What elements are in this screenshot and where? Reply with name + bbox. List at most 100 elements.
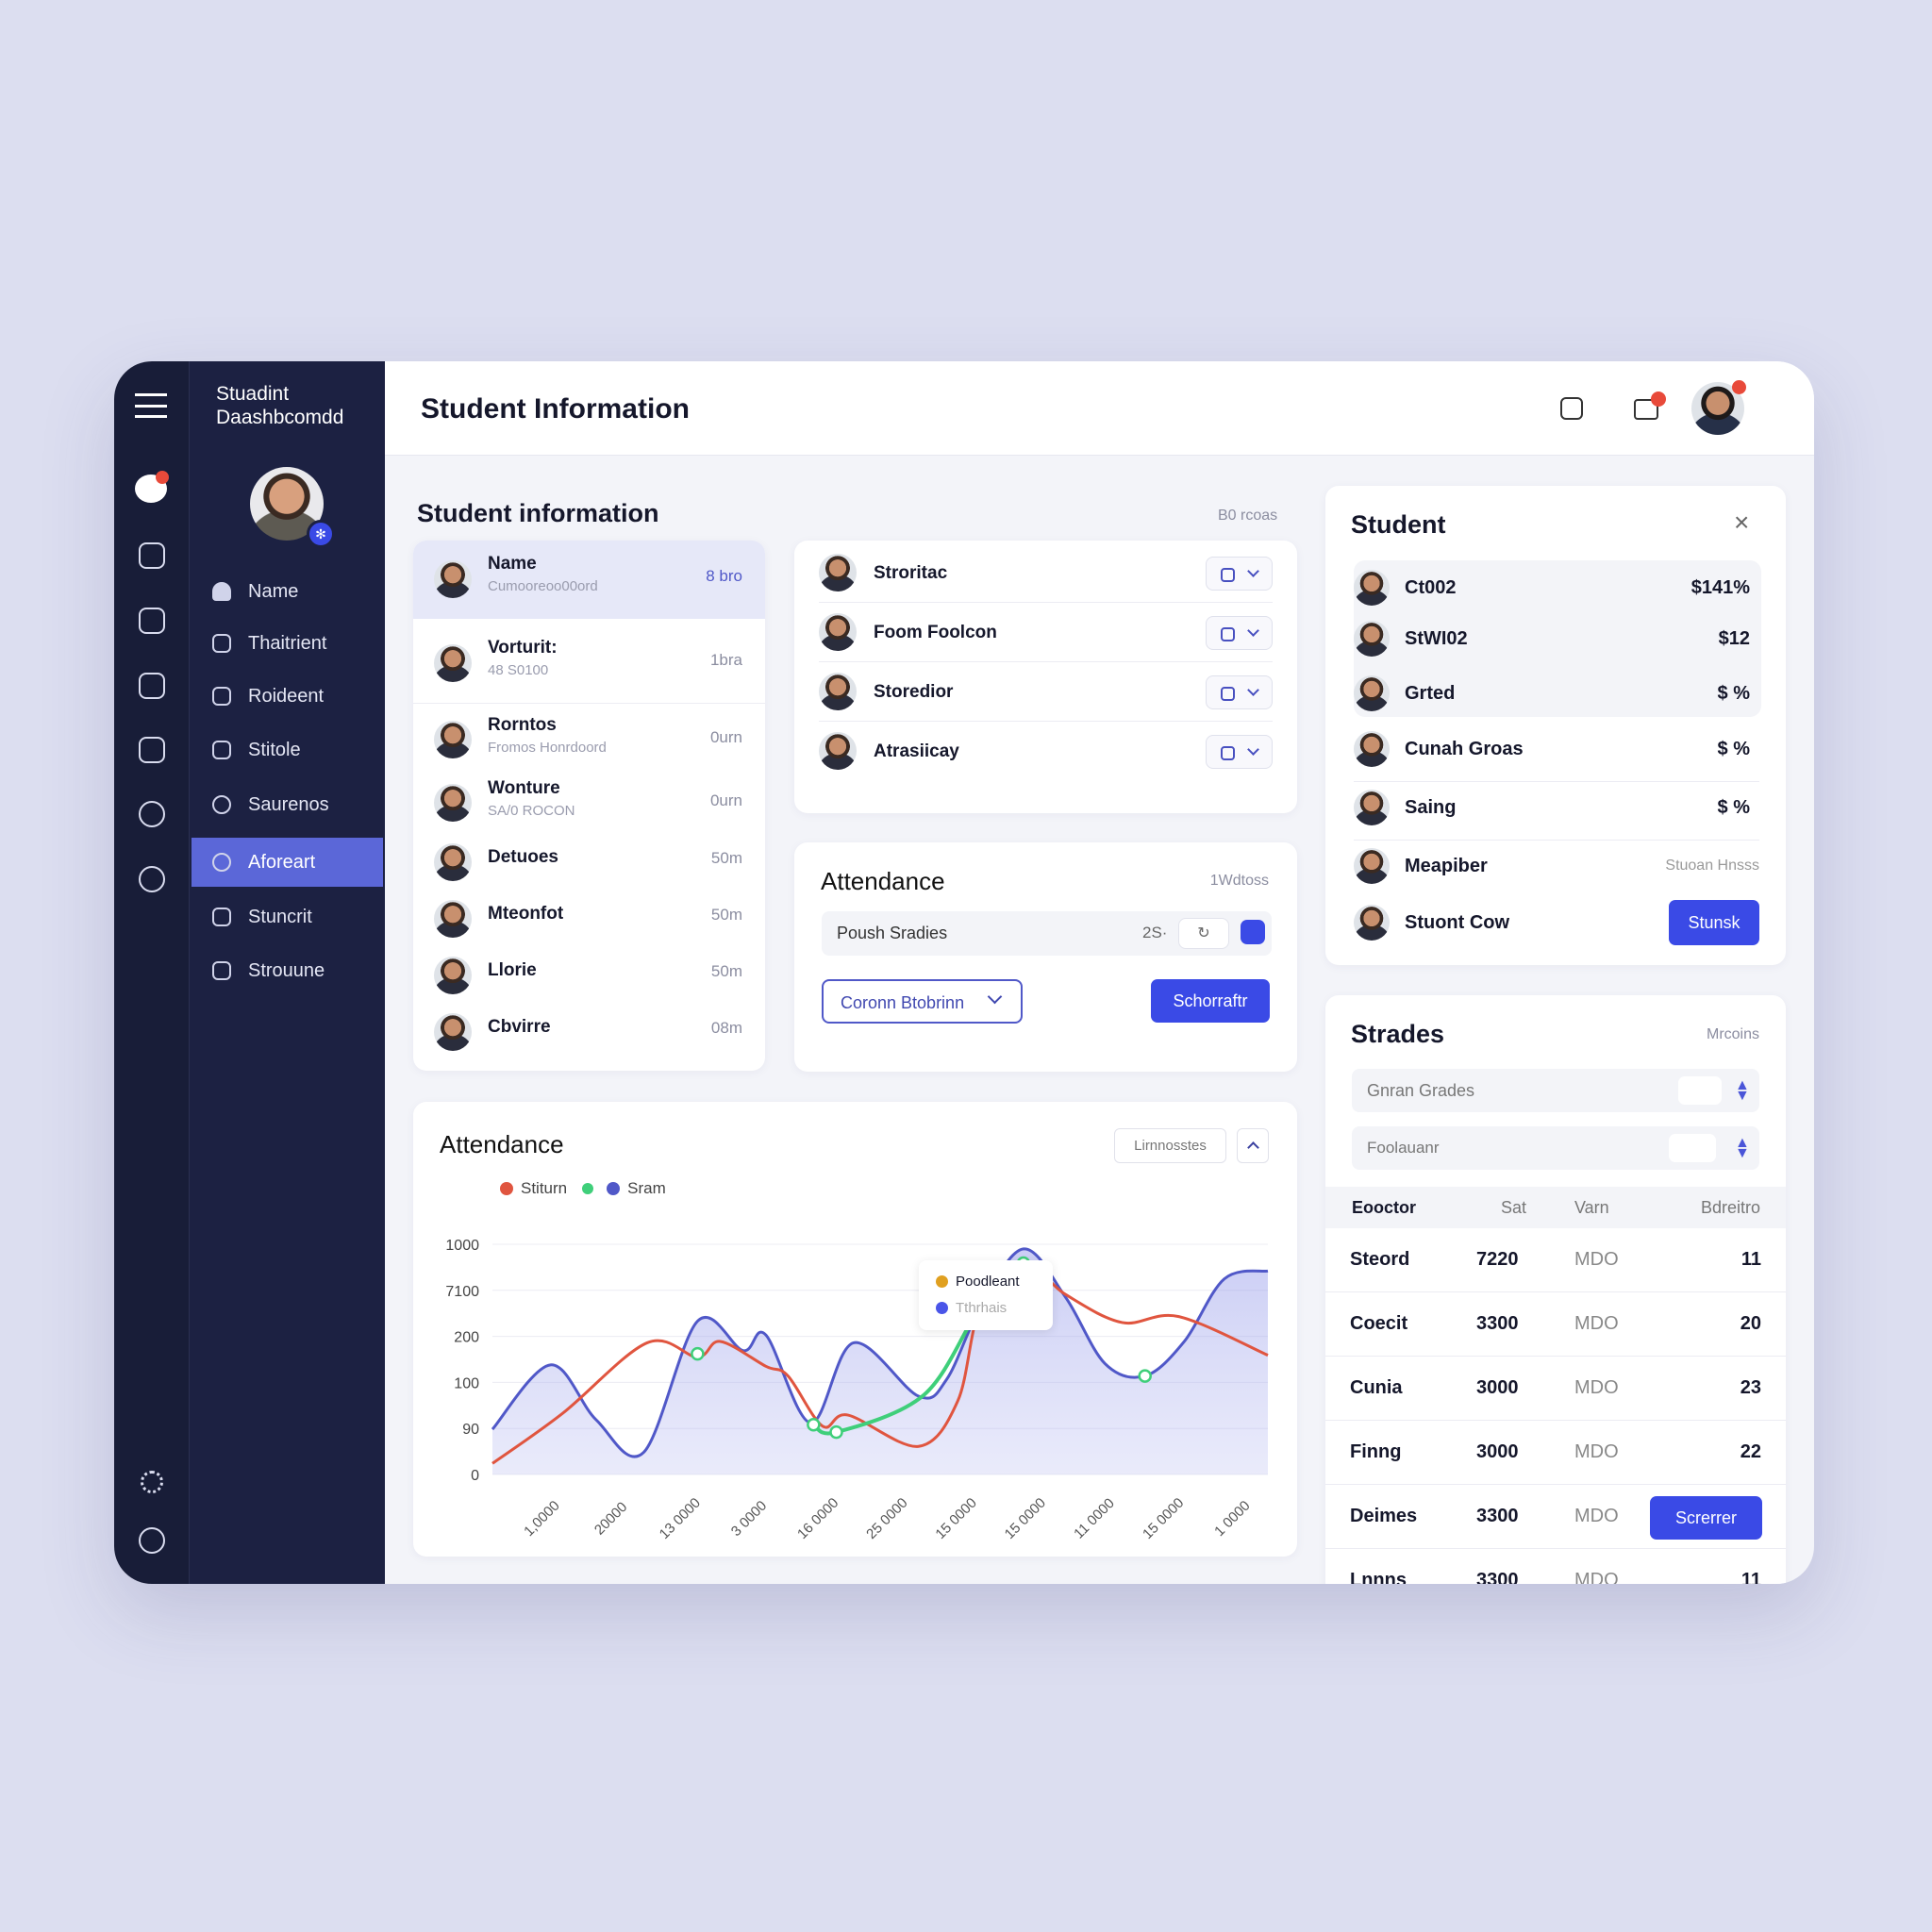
student-row[interactable]: Ct002 $141% bbox=[1354, 566, 1759, 621]
data-point-marker[interactable] bbox=[807, 1418, 821, 1432]
status-dropdown[interactable] bbox=[1206, 675, 1273, 709]
legend-swatch-stiturn bbox=[500, 1182, 513, 1195]
range-button[interactable]: Lirnnosstes bbox=[1114, 1128, 1226, 1163]
list-item[interactable]: Mteonfot 50m bbox=[413, 891, 765, 947]
table-row[interactable]: Coecit 3300 MDO 20 bbox=[1325, 1292, 1786, 1357]
sidebar-item-strouune[interactable]: Strouune bbox=[192, 946, 383, 995]
x-tick-label: 1 0000 bbox=[1211, 1498, 1253, 1540]
student-name: Atrasiicay bbox=[874, 741, 959, 761]
list-item[interactable]: Atrasiicay bbox=[819, 723, 1273, 781]
avatar bbox=[1354, 675, 1390, 711]
student-status-card: Stroritac Foom Foolcon Storedior Atrasiicay bbox=[794, 541, 1297, 813]
student-name: Ct002 bbox=[1405, 577, 1457, 598]
calendar-icon[interactable] bbox=[139, 608, 165, 634]
student-row[interactable]: StWI02 $12 bbox=[1354, 617, 1759, 672]
list-item[interactable]: Detuoes 50m bbox=[413, 834, 765, 891]
message-icon[interactable] bbox=[1634, 399, 1658, 420]
cell-value: 11 bbox=[1740, 1249, 1761, 1270]
table-row[interactable]: Deimes 3300 MDO Screrrer bbox=[1325, 1485, 1786, 1549]
cell-name: Deimes bbox=[1350, 1506, 1418, 1526]
list-item[interactable]: Rorntos Fromos Honrdoord 0urn bbox=[413, 711, 765, 768]
puzzle-icon[interactable] bbox=[1560, 397, 1583, 420]
cell-sat: 3300 bbox=[1476, 1506, 1519, 1526]
close-icon[interactable]: × bbox=[1734, 508, 1750, 537]
sidebar-item-name[interactable]: Name bbox=[192, 567, 383, 616]
data-point-marker[interactable] bbox=[829, 1424, 843, 1440]
bag-icon[interactable] bbox=[139, 737, 165, 763]
filter-value-box bbox=[1669, 1134, 1716, 1162]
face-icon bbox=[212, 961, 231, 980]
cell-sat: 3300 bbox=[1476, 1313, 1519, 1334]
x-tick-label: 1,0000 bbox=[521, 1498, 562, 1540]
collapse-button[interactable] bbox=[1237, 1128, 1269, 1163]
home-icon[interactable] bbox=[139, 542, 165, 569]
settings-icon[interactable] bbox=[141, 1471, 163, 1493]
x-tick-label: 11 0000 bbox=[1071, 1495, 1118, 1542]
color-toggle[interactable] bbox=[1241, 920, 1265, 944]
filter-foolauanr[interactable]: Foolauanr ▲ ▼ bbox=[1352, 1126, 1759, 1170]
student-row[interactable]: Cunah Groas $ % bbox=[1354, 727, 1759, 782]
status-dropdown[interactable] bbox=[1206, 735, 1273, 769]
student-value: $ % bbox=[1717, 683, 1750, 704]
sort-icon[interactable]: ▲ ▼ bbox=[1735, 1135, 1750, 1161]
student-name: Vorturit: bbox=[488, 638, 558, 658]
refresh-button[interactable]: ↻ bbox=[1178, 918, 1229, 949]
cell-sat: 7220 bbox=[1476, 1249, 1519, 1270]
list-item[interactable]: Cbvirre 08m bbox=[413, 1004, 765, 1060]
search-icon[interactable] bbox=[139, 801, 165, 827]
status-dropdown[interactable] bbox=[1206, 557, 1273, 591]
list-item[interactable]: Llorie 50m bbox=[413, 947, 765, 1004]
logout-icon[interactable] bbox=[139, 1527, 165, 1554]
student-panel-title: Student bbox=[1351, 510, 1446, 539]
course-select[interactable]: Coronn Btobrinn bbox=[822, 979, 1023, 1024]
sidebar-item-stuncrit[interactable]: Stuncrit bbox=[192, 892, 383, 941]
chart-title: Attendance bbox=[440, 1130, 564, 1158]
status-dropdown[interactable] bbox=[1206, 616, 1273, 650]
student-action-button[interactable]: Stunsk bbox=[1669, 900, 1759, 945]
grades-input-label: Poush Sradies bbox=[837, 924, 948, 942]
sidebar-item-thaitrient[interactable]: Thaitrient bbox=[192, 619, 383, 668]
list-item[interactable]: Name Cumooreoo00ord 8 bro bbox=[413, 541, 765, 619]
list-item[interactable]: Wonture SA/0 ROCON 0urn bbox=[413, 774, 765, 831]
table-row[interactable]: Steord 7220 MDO 11 bbox=[1325, 1228, 1786, 1292]
x-tick-label: 20000 bbox=[591, 1499, 631, 1539]
table-row[interactable]: Lnnns 3300 MDO 11 bbox=[1325, 1549, 1786, 1584]
filter-grades[interactable]: Gnran Grades ▲ ▼ bbox=[1352, 1069, 1759, 1112]
list-item[interactable]: Stroritac bbox=[819, 544, 1273, 603]
sidebar-item-roideent[interactable]: Roideent bbox=[192, 672, 383, 721]
cell-varn: MDO bbox=[1574, 1377, 1619, 1398]
sort-icon[interactable]: ▲ ▼ bbox=[1735, 1077, 1750, 1104]
table-row[interactable]: Cunia 3000 MDO 23 bbox=[1325, 1357, 1786, 1421]
x-tick-label: 15 0000 bbox=[932, 1495, 979, 1542]
sidebar-item-stitole[interactable]: Stitole bbox=[192, 725, 383, 774]
data-point-marker[interactable] bbox=[691, 1346, 705, 1361]
student-row[interactable]: Stuont Cow Stunsk bbox=[1354, 900, 1759, 950]
list-item[interactable]: Storedior bbox=[819, 663, 1273, 722]
avatar bbox=[819, 673, 857, 710]
menu-icon[interactable] bbox=[135, 393, 167, 418]
submit-button[interactable]: Schorraftr bbox=[1151, 979, 1270, 1023]
avatar bbox=[1354, 848, 1390, 884]
data-point-marker[interactable] bbox=[1138, 1369, 1152, 1383]
student-row[interactable]: Meapiber Stuoan Hnsss bbox=[1354, 844, 1759, 899]
grades-input[interactable]: Poush Sradies 2S· ↻ bbox=[822, 911, 1272, 956]
sidebar-item-saurenos[interactable]: Saurenos bbox=[192, 780, 383, 829]
student-value: $ % bbox=[1717, 739, 1750, 759]
student-row[interactable]: Grted $ % bbox=[1354, 672, 1759, 726]
clock-icon[interactable] bbox=[139, 673, 165, 699]
y-tick-label: 90 bbox=[462, 1422, 479, 1438]
icon-rail bbox=[114, 361, 190, 1584]
student-row[interactable]: Saing $ % bbox=[1354, 786, 1759, 841]
screen-button[interactable]: Screrrer bbox=[1650, 1496, 1762, 1540]
y-tick-label: 1000 bbox=[445, 1238, 479, 1254]
series-line-0 bbox=[491, 1247, 1269, 1458]
student-sub: Fromos Honrdoord bbox=[488, 740, 607, 756]
student-panel: Student × Ct002 $141% StWI02 $12 Grted $ % Cun… bbox=[1325, 486, 1786, 965]
sidebar-item-aforeart[interactable]: Aforeart bbox=[192, 838, 383, 887]
list-item[interactable]: Vorturit: 48 S0100 1bra bbox=[413, 625, 765, 704]
student-name: Saing bbox=[1405, 797, 1457, 818]
table-row[interactable]: Finng 3000 MDO 22 bbox=[1325, 1421, 1786, 1485]
cell-value: 22 bbox=[1740, 1441, 1761, 1462]
list-item[interactable]: Foom Foolcon bbox=[819, 604, 1273, 662]
info-icon[interactable] bbox=[139, 866, 165, 892]
